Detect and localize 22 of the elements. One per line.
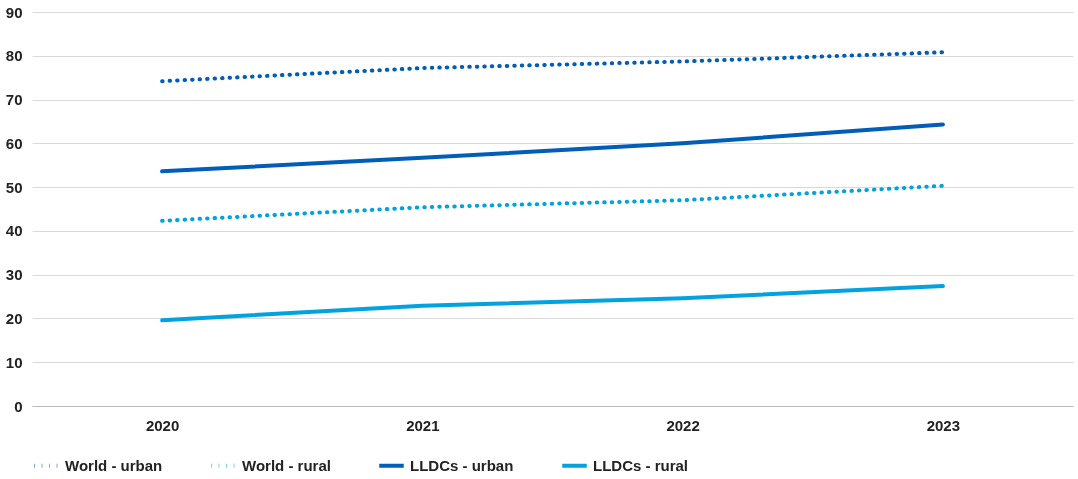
x-tick-label: 2021 <box>406 416 440 434</box>
legend-label: World - rural <box>242 456 331 474</box>
x-tick-label: 2022 <box>666 416 700 434</box>
x-tick-label: 2020 <box>145 416 180 434</box>
y-tick-label: 80 <box>5 47 23 65</box>
line-series <box>160 183 945 223</box>
line-series <box>160 284 945 323</box>
y-tick-label: 10 <box>5 353 23 371</box>
line-series <box>160 50 945 84</box>
legend-label: LLDCs - urban <box>410 456 514 474</box>
legend-label: World - urban <box>65 456 163 474</box>
y-tick-label: 30 <box>5 266 23 284</box>
x-tick-label: 2023 <box>926 416 961 434</box>
y-tick-label: 50 <box>5 178 23 196</box>
y-tick-label: 40 <box>5 222 23 240</box>
y-tick-label: 20 <box>5 309 23 327</box>
y-tick-label: 0 <box>14 397 23 415</box>
y-tick-label: 90 <box>5 3 23 21</box>
y-tick-label: 60 <box>5 134 23 152</box>
legend-label: LLDCs - rural <box>593 456 689 474</box>
y-tick-label: 70 <box>5 91 23 109</box>
line-series <box>160 122 945 174</box>
